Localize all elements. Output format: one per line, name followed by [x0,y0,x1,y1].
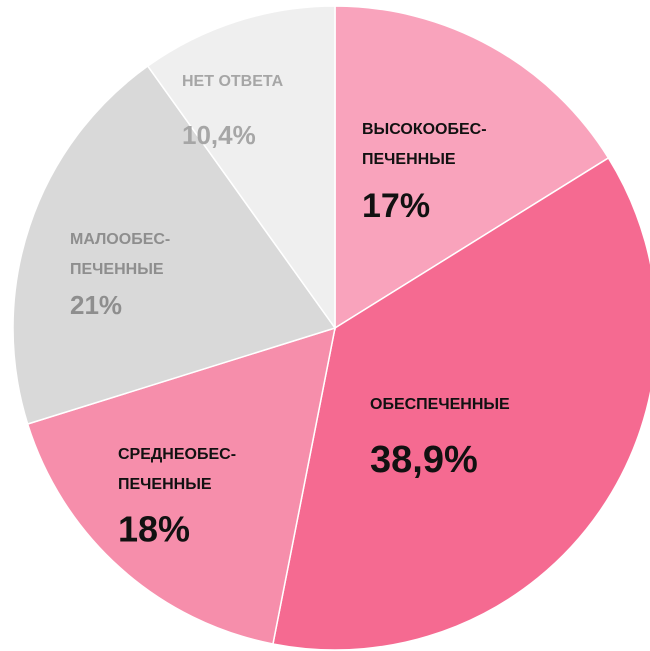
pie-slice [26,326,336,645]
slice-value-label: 21% [70,290,122,320]
slice-value-label: 18% [118,509,190,550]
pie-slice [334,5,610,330]
slice-value-label: 38,9% [370,439,478,481]
slice-label: МАЛООБЕС-ПЕЧЕННЫЕ [70,231,170,278]
pie-slice [272,156,650,651]
pie-slice [146,5,336,331]
slice-label: СРЕДНЕОБЕС-ПЕЧЕННЫЕ [118,446,236,493]
pie-slice [12,64,337,425]
slice-value-label: 17% [362,187,430,225]
slice-label: НЕТ ОТВЕТА [182,73,284,90]
slice-label: ВЫСОКООБЕС-ПЕЧЕННЫЕ [362,121,487,168]
slice-value-label: 10,4% [182,120,256,150]
slice-label: ОБЕСПЕЧЕННЫЕ [370,396,510,413]
